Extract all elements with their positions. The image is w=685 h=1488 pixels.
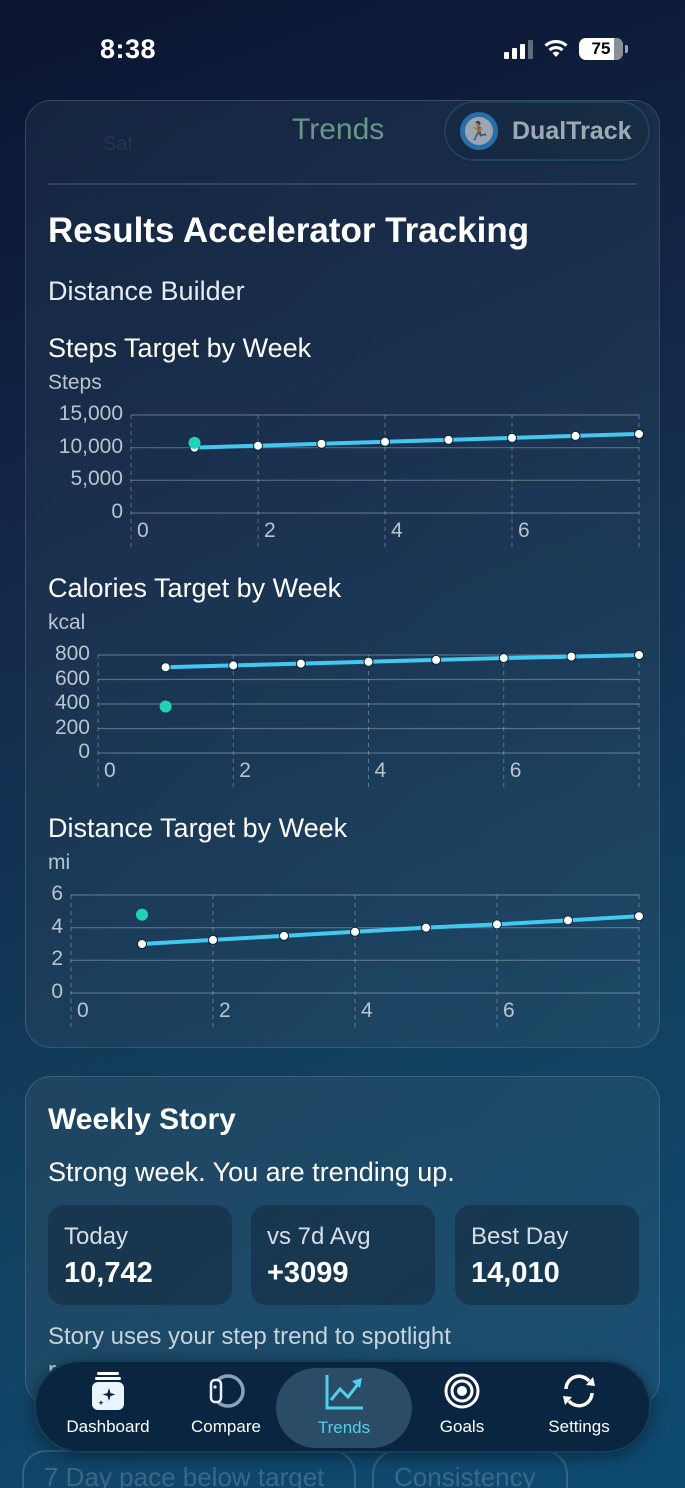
tab-goals[interactable]: Goals — [402, 1362, 522, 1451]
stat-best-day: Best Day 14,010 — [455, 1205, 639, 1305]
wifi-icon — [544, 40, 568, 57]
tab-settings[interactable]: Settings — [519, 1362, 639, 1451]
story-text: Story uses your step trend to spotlight — [48, 1323, 451, 1350]
weekly-story-headline: Strong week. You are trending up. — [48, 1157, 455, 1187]
x-tick-label: 6 — [509, 759, 522, 782]
stat-value: 10,742 — [64, 1257, 153, 1289]
y-tick-label: 600 — [54, 666, 90, 690]
y-tick-label: 200 — [54, 715, 90, 739]
stat-vs-avg: vs 7d Avg +3099 — [251, 1205, 435, 1305]
tab-dashboard[interactable]: Dashboard — [48, 1362, 168, 1451]
stat-value: 14,010 — [471, 1257, 560, 1289]
tab-label: Goals — [439, 1417, 485, 1436]
y-tick-label: 15,000 — [58, 402, 123, 425]
tab-label: Trends — [317, 1418, 371, 1437]
tab-trends[interactable]: Trends — [276, 1368, 412, 1448]
target-icon — [444, 1373, 480, 1409]
weekly-story-title: Weekly Story — [48, 1103, 236, 1136]
stat-value: +3099 — [267, 1257, 349, 1289]
trend-chart-icon — [325, 1375, 363, 1410]
watch-icon — [209, 1374, 245, 1408]
calories-chart: kcal 0 200 400 600 800 0 2 4 6 — [26, 611, 661, 791]
steps-chart: Steps 0 5,000 10,000 15,000 0 2 4 6 — [26, 371, 661, 551]
stat-today: Today 10,742 — [48, 1205, 232, 1305]
x-tick-label: 0 — [104, 759, 116, 782]
x-tick-label: 4 — [374, 759, 387, 782]
y-tick-label: 4 — [51, 914, 63, 938]
program-title: Results Accelerator Tracking — [48, 211, 530, 250]
x-tick-label: 6 — [518, 519, 530, 542]
chart-title-calories: Calories Target by Week — [48, 573, 342, 603]
tab-bar: Dashboard Compare Trends Goals Settings — [34, 1360, 651, 1453]
x-tick-label: 6 — [503, 999, 515, 1022]
y-tick-label: 0 — [51, 980, 63, 1003]
tab-label: Settings — [548, 1417, 610, 1436]
y-tick-label: 400 — [54, 691, 90, 714]
x-tick-label: 2 — [239, 759, 251, 782]
status-time: 8:38 — [100, 34, 157, 64]
y-tick-label: 0 — [78, 740, 90, 763]
y-axis-unit-label: Steps — [48, 371, 102, 394]
dashboard-icon — [92, 1372, 124, 1410]
y-axis-unit-label: kcal — [48, 611, 86, 634]
chip-pace[interactable]: 7 Day pace below target — [22, 1450, 356, 1488]
battery-icon: 75 — [579, 38, 628, 60]
x-tick-label: 0 — [77, 999, 89, 1022]
y-tick-label: 0 — [111, 500, 123, 523]
y-tick-label: 6 — [51, 882, 63, 905]
signal-icon — [504, 39, 533, 59]
x-tick-label: 2 — [264, 519, 276, 542]
y-tick-label: 5,000 — [70, 467, 123, 491]
y-axis-unit-label: mi — [48, 851, 71, 874]
x-tick-label: 4 — [361, 999, 373, 1022]
stat-label: vs 7d Avg — [267, 1223, 371, 1250]
distance-chart: mi 0 2 4 6 0 2 4 6 — [26, 851, 661, 1031]
y-tick-label: 2 — [51, 947, 63, 971]
y-tick-label: 10,000 — [58, 434, 123, 458]
tab-label: Dashboard — [66, 1417, 150, 1436]
x-tick-label: 0 — [137, 519, 149, 542]
chip-consistency[interactable]: Consistency — [372, 1450, 568, 1488]
y-tick-label: 800 — [54, 642, 90, 665]
divider — [48, 183, 637, 185]
status-bar: 8:38 75 — [0, 30, 685, 70]
stat-label: Best Day — [471, 1223, 569, 1250]
tab-compare[interactable]: Compare — [166, 1362, 286, 1451]
chart-title-distance: Distance Target by Week — [48, 813, 348, 843]
tab-label: Compare — [191, 1417, 261, 1436]
stat-label: Today — [64, 1223, 129, 1250]
weekly-story-card: Weekly Story Strong week. You are trendi… — [25, 1076, 660, 1406]
sync-icon — [563, 1374, 595, 1408]
x-tick-label: 4 — [391, 519, 403, 542]
tracking-card: Results Accelerator Tracking Distance Bu… — [25, 100, 660, 1048]
x-tick-label: 2 — [219, 999, 231, 1022]
chart-title-steps: Steps Target by Week — [48, 333, 312, 363]
program-subtitle: Distance Builder — [48, 276, 245, 306]
